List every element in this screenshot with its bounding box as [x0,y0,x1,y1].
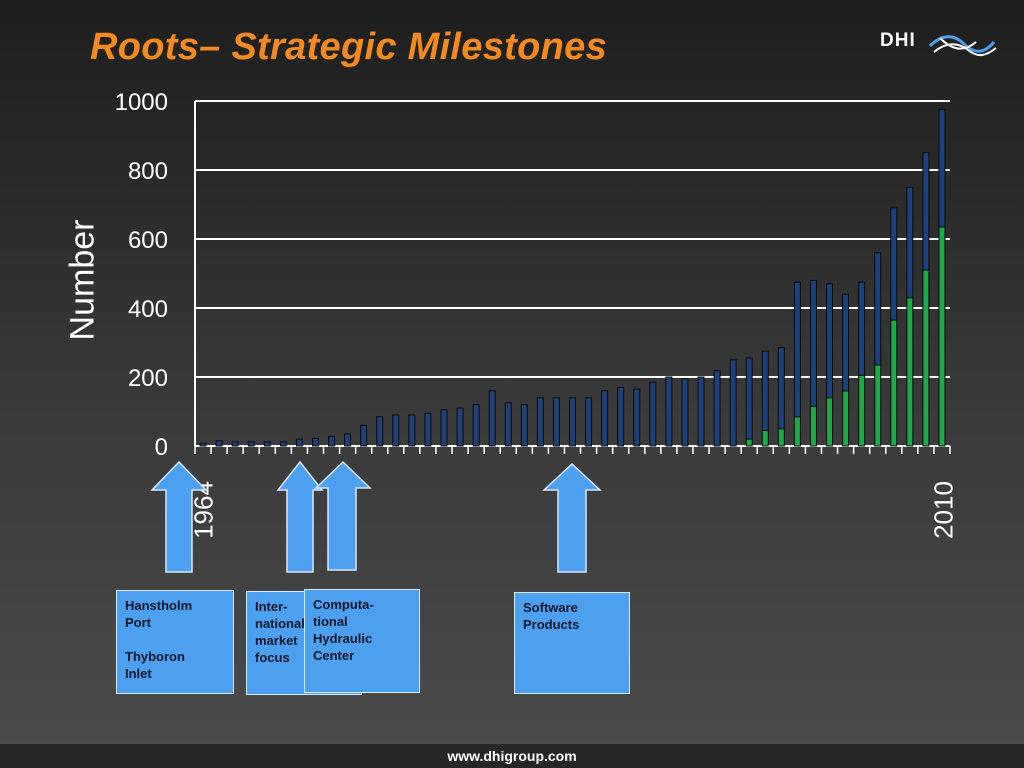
up-arrow-icon [276,460,324,573]
up-arrow-icon [150,460,208,573]
bar-blue-segment [424,412,432,447]
bar-blue-segment [344,433,352,447]
bar-green-segment [938,226,946,447]
bar-blue-segment [601,390,609,447]
page-title: Roots– Strategic Milestones [90,26,607,68]
bar-blue-segment [231,441,239,447]
up-arrow-icon [314,460,372,571]
bar-blue-segment [745,357,753,440]
logo-text: DHI [880,30,916,51]
y-axis-label: Number [63,219,102,341]
bar-blue-segment [858,281,866,376]
bar-blue-segment [311,437,319,447]
bar-blue-segment [697,376,705,447]
dhi-logo: DHI [880,28,998,64]
bar-blue-segment [665,376,673,447]
footer-url: www.dhigroup.com [447,748,577,764]
bar-blue-segment [569,397,576,447]
y-tick-label: 800 [128,158,168,185]
bar-blue-segment [360,424,368,447]
bar-blue-segment [552,397,560,447]
bar-blue-segment [488,390,496,447]
milestone-box-ports: Hanstholm Port Thyboron Inlet [116,590,234,694]
bar-blue-segment [440,409,448,447]
bar-green-segment [793,416,801,447]
bar-blue-segment [793,281,801,418]
bar-blue-segment [408,414,416,447]
y-tick-label: 600 [128,227,168,254]
bar-green-segment [777,428,785,447]
bar-blue-segment [890,207,898,321]
bar-green-segment [809,405,817,447]
milestone-box-hydraulic-center: Computa- tional Hydraulic Center [304,589,420,693]
bar-blue-segment [761,350,769,431]
bar-green-segment [842,390,850,447]
wave-logo-icon [928,35,997,56]
y-tick-label: 1000 [115,89,168,116]
bar-blue-segment [279,441,287,447]
bar-blue-segment [295,438,303,447]
bar-blue-segment [874,252,882,366]
bar-blue-segment [456,407,464,447]
bar-blue-segment [199,442,207,447]
milestone-box-software: Software Products [514,592,630,694]
bar-green-segment [761,429,769,447]
bar-blue-segment [826,283,834,399]
footer-bar [0,744,1024,768]
bar-blue-segment [729,359,737,447]
bar-blue-segment [247,441,255,447]
bar-green-segment [874,364,882,447]
y-tick-label: 0 [155,434,168,461]
bar-blue-segment [215,440,223,447]
bar-blue-segment [472,404,480,447]
bar-blue-segment [681,378,689,447]
bar-blue-segment [585,397,593,447]
bar-green-segment [890,319,898,447]
y-tick-label: 400 [128,296,168,323]
bar-blue-segment [938,109,946,228]
bar-blue-segment [328,435,336,447]
bar-blue-segment [633,388,641,447]
bar-blue-segment [842,293,850,392]
bar-blue-segment [504,402,512,447]
bar-green-segment [858,374,866,447]
bar-blue-segment [263,441,271,447]
bar-blue-segment [536,397,544,447]
bar-blue-segment [392,414,400,447]
bar-green-segment [922,269,930,447]
bar-green-segment [745,438,753,447]
bar-blue-segment [922,152,930,271]
bar-blue-segment [520,404,528,447]
bar-blue-segment [649,381,657,447]
y-tick-label: 200 [128,365,168,392]
bar-blue-segment [713,370,721,447]
bar-blue-segment [906,186,914,299]
bar-blue-segment [376,416,384,447]
x-end-year-label: 2010 [928,481,959,539]
bar-green-segment [906,297,914,447]
bar-blue-segment [617,386,625,447]
bar-green-segment [826,397,834,447]
bar-blue-segment [777,347,785,430]
up-arrow-icon [542,462,602,573]
bar-blue-segment [809,279,817,407]
